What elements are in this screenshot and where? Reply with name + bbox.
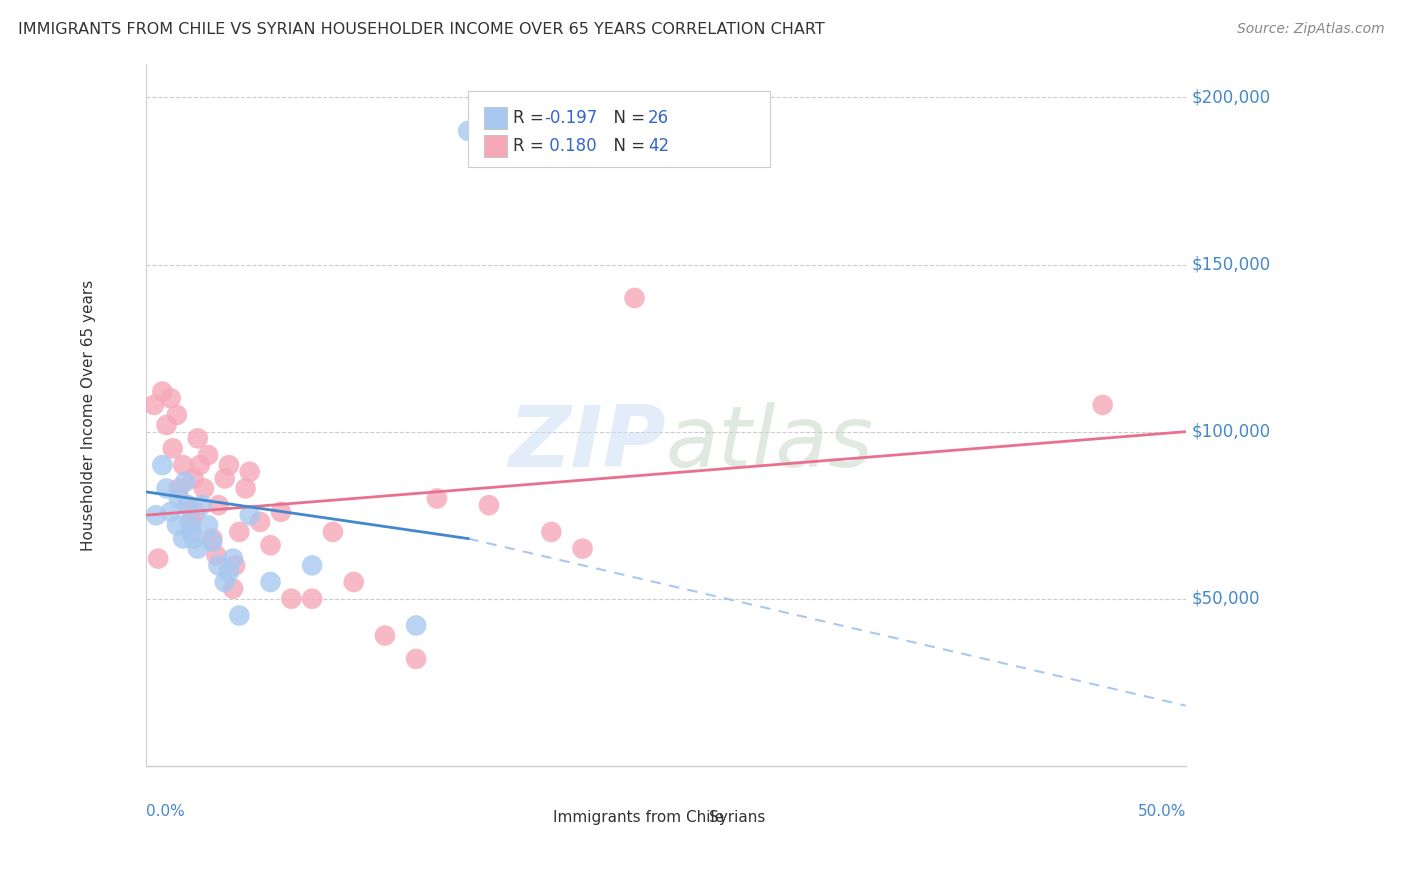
Point <box>214 471 236 485</box>
Point <box>1091 398 1114 412</box>
Text: $150,000: $150,000 <box>1192 256 1271 274</box>
Point <box>159 391 181 405</box>
Text: -0.197: -0.197 <box>544 109 598 127</box>
Point <box>478 498 501 512</box>
Text: Source: ZipAtlas.com: Source: ZipAtlas.com <box>1237 22 1385 37</box>
FancyBboxPatch shape <box>484 135 506 157</box>
Point <box>180 515 202 529</box>
Point <box>193 482 215 496</box>
Point <box>259 538 281 552</box>
Point <box>166 408 188 422</box>
FancyBboxPatch shape <box>526 806 548 828</box>
Point <box>228 524 250 539</box>
Text: R =: R = <box>513 109 544 127</box>
Point <box>218 458 240 472</box>
Point <box>205 549 228 563</box>
Point <box>540 524 562 539</box>
Point <box>197 448 219 462</box>
Point <box>280 591 302 606</box>
Text: atlas: atlas <box>666 401 873 484</box>
Point <box>301 591 323 606</box>
Point <box>228 608 250 623</box>
Point <box>426 491 449 506</box>
Point <box>270 505 292 519</box>
Text: $50,000: $50,000 <box>1192 590 1261 607</box>
Point <box>201 535 224 549</box>
Text: Immigrants from Chile: Immigrants from Chile <box>554 810 724 824</box>
Point <box>155 482 177 496</box>
Point <box>159 505 181 519</box>
Point <box>239 465 262 479</box>
Text: ZIP: ZIP <box>508 401 666 484</box>
Point <box>301 558 323 573</box>
Point <box>571 541 593 556</box>
Point <box>235 482 257 496</box>
Point <box>183 532 205 546</box>
Point <box>176 498 198 512</box>
Point <box>176 498 198 512</box>
Point <box>188 458 211 472</box>
Text: 26: 26 <box>648 109 669 127</box>
Point <box>162 442 184 456</box>
Point <box>167 491 190 506</box>
FancyBboxPatch shape <box>682 806 704 828</box>
Point <box>222 551 245 566</box>
Text: R =: R = <box>513 137 544 155</box>
Text: 0.180: 0.180 <box>544 137 596 155</box>
Text: 42: 42 <box>648 137 669 155</box>
Point <box>259 575 281 590</box>
Point <box>218 565 240 579</box>
FancyBboxPatch shape <box>484 107 506 129</box>
Point <box>150 384 173 399</box>
Point <box>405 618 427 632</box>
Point <box>249 515 271 529</box>
Text: $100,000: $100,000 <box>1192 423 1271 441</box>
Text: 0.0%: 0.0% <box>146 805 184 820</box>
Point <box>405 652 427 666</box>
Point <box>172 458 194 472</box>
Point <box>457 124 479 138</box>
Point <box>187 541 209 556</box>
Point <box>183 471 205 485</box>
Point <box>214 575 236 590</box>
Text: IMMIGRANTS FROM CHILE VS SYRIAN HOUSEHOLDER INCOME OVER 65 YEARS CORRELATION CHA: IMMIGRANTS FROM CHILE VS SYRIAN HOUSEHOL… <box>18 22 825 37</box>
Point <box>184 505 207 519</box>
Point <box>148 551 170 566</box>
Point <box>143 398 166 412</box>
Point <box>155 417 177 432</box>
Point <box>201 532 224 546</box>
Point <box>145 508 167 523</box>
Point <box>623 291 645 305</box>
Point <box>172 532 194 546</box>
FancyBboxPatch shape <box>468 91 769 167</box>
Point <box>207 498 229 512</box>
Point <box>224 558 246 573</box>
Text: N =: N = <box>603 137 645 155</box>
Point <box>207 558 229 573</box>
Point <box>343 575 366 590</box>
Text: $200,000: $200,000 <box>1192 88 1271 106</box>
Text: Householder Income Over 65 years: Householder Income Over 65 years <box>82 279 96 550</box>
Text: 50.0%: 50.0% <box>1137 805 1185 820</box>
Point <box>166 518 188 533</box>
Point <box>322 524 344 539</box>
Point <box>374 628 396 642</box>
Point <box>222 582 245 596</box>
Point <box>167 482 190 496</box>
Text: N =: N = <box>603 109 645 127</box>
Text: Syrians: Syrians <box>710 810 766 824</box>
Point <box>180 524 202 539</box>
Point <box>187 431 209 445</box>
Point <box>239 508 262 523</box>
Point <box>174 475 197 489</box>
Point <box>150 458 173 472</box>
Point <box>179 515 201 529</box>
Point <box>191 498 214 512</box>
Point <box>197 518 219 533</box>
